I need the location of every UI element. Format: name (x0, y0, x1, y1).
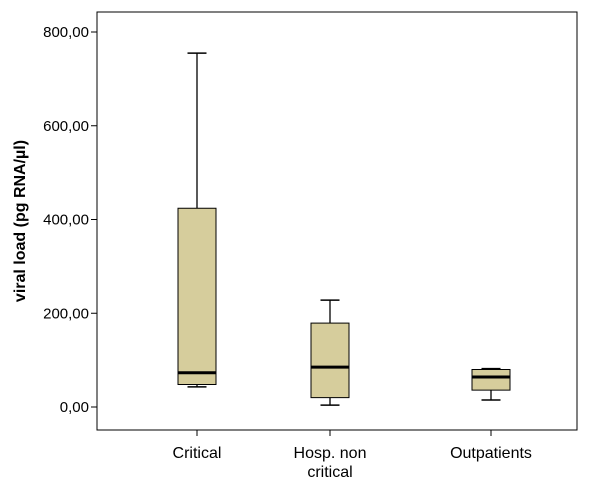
x-tick-label: Critical (173, 445, 222, 462)
x-tick-label: Outpatients (450, 445, 532, 462)
y-tick-label: 200,00 (43, 305, 89, 322)
x-axis: Critical Hosp. non critical Outpatients (173, 430, 532, 481)
y-tick-label: 0,00 (60, 399, 89, 416)
box-3 (471, 367, 511, 401)
y-axis-title: viral load (pg RNA/µl) (12, 140, 29, 302)
y-axis: 0,00 200,00 400,00 600,00 800,00 (43, 24, 97, 416)
iqr-box (177, 207, 217, 385)
x-tick-label: Hosp. non (294, 445, 367, 462)
x-tick-label: critical (307, 464, 352, 481)
box-2 (310, 299, 350, 406)
y-tick-label: 600,00 (43, 118, 89, 135)
box-1 (177, 52, 217, 388)
y-tick-label: 800,00 (43, 24, 89, 41)
iqr-box (471, 369, 511, 391)
y-tick-label: 400,00 (43, 212, 89, 229)
iqr-box (310, 322, 350, 399)
boxes (177, 52, 511, 406)
